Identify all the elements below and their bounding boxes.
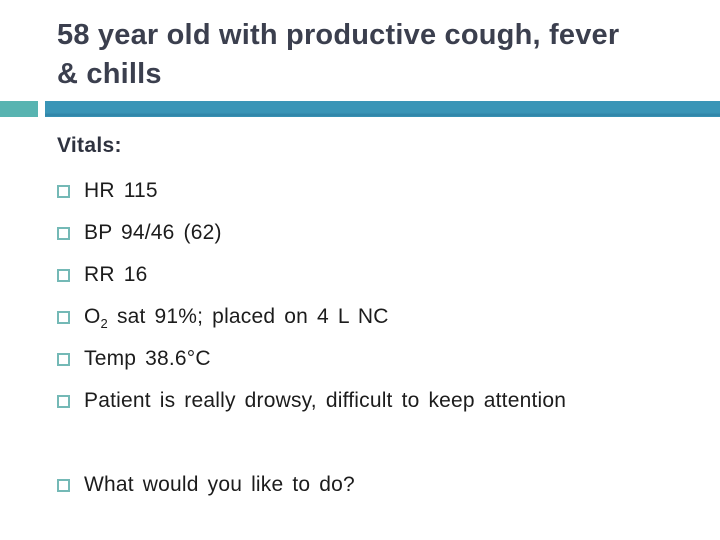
title-accent-band xyxy=(0,101,720,117)
bullet-item-temp: Temp 38.6°C xyxy=(57,338,697,380)
square-bullet-icon xyxy=(57,479,70,492)
bullet-item-mental-status: Patient is really drowsy, difficult to k… xyxy=(57,380,697,422)
bullet-item-o2-sat: O2 sat 91%; placed on 4 L NC xyxy=(57,296,697,338)
bullet-text: BP 94/46 (62) xyxy=(84,221,222,244)
bullet-item-rr: RR 16 xyxy=(57,254,697,296)
accent-bar xyxy=(45,101,720,117)
bullet-item-bp: BP 94/46 (62) xyxy=(57,212,697,254)
bullet-list: HR 115 BP 94/46 (62) RR 16 O2 sat 91%; p… xyxy=(57,170,697,506)
bullet-item-hr: HR 115 xyxy=(57,170,697,212)
square-bullet-icon xyxy=(57,353,70,366)
square-bullet-icon xyxy=(57,311,70,324)
square-bullet-icon xyxy=(57,185,70,198)
accent-square xyxy=(0,101,38,117)
question-text: What would you like to do? xyxy=(84,473,355,496)
square-bullet-icon xyxy=(57,395,70,408)
bullet-text: Patient is really drowsy, difficult to k… xyxy=(84,389,567,412)
vitals-heading: Vitals: xyxy=(57,134,122,157)
bullet-text: RR 16 xyxy=(84,263,148,286)
bullet-text: O2 sat 91%; placed on 4 L NC xyxy=(84,305,389,332)
slide-title: 58 year old with productive cough, fever… xyxy=(57,19,620,90)
square-bullet-icon xyxy=(57,227,70,240)
bullet-item-question: What would you like to do? xyxy=(57,464,697,506)
square-bullet-icon xyxy=(57,269,70,282)
bullet-text: Temp 38.6°C xyxy=(84,347,211,370)
bullet-text: HR 115 xyxy=(84,179,158,202)
